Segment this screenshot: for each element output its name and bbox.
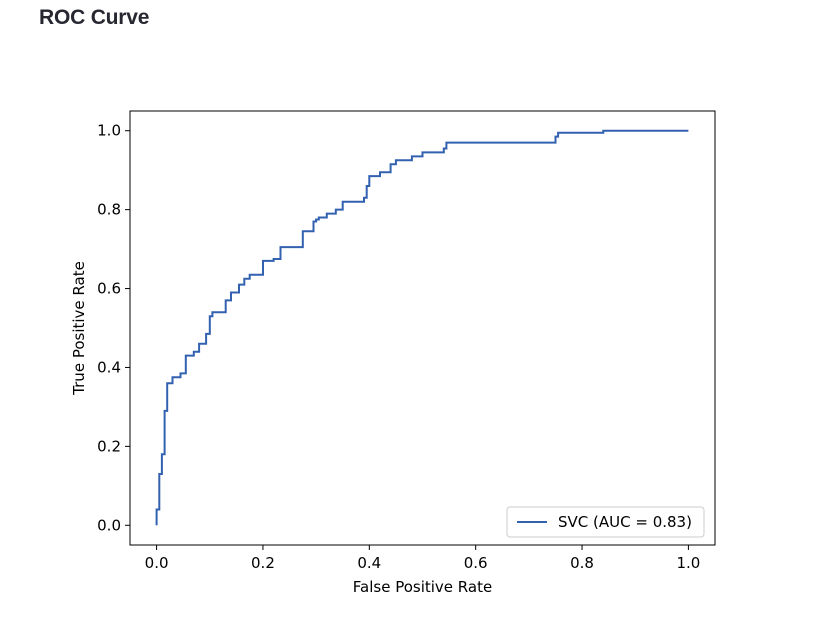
y-tick-label: 0.4 [97,358,121,376]
x-tick-label: 0.8 [570,554,594,572]
plot-frame [129,110,716,546]
y-tick-label: 0.0 [97,516,121,534]
x-tick-label: 0.6 [464,554,488,572]
x-tick-label: 0.4 [357,554,381,572]
legend-label: SVC (AUC = 0.83) [558,513,692,531]
y-tick-label: 0.2 [97,437,121,455]
y-tick-label: 1.0 [97,122,121,140]
x-tick-label: 1.0 [676,554,700,572]
chart-layer: 0.0 0.2 0.4 0.6 0.8 1.0 0.0 0.2 0.4 0.6 0.8 1.0 Fals… [70,110,716,596]
legend-box [506,506,705,538]
x-tick-label: 0.2 [251,554,275,572]
x-tick-label: 0.0 [145,554,169,572]
x-axis-label: False Positive Rate [353,578,492,596]
roc-series-line [155,129,689,526]
y-axis-label: True Positive Rate [70,261,88,396]
y-tick-label: 0.8 [97,201,121,219]
y-tick-label: 0.6 [97,280,121,298]
page-title: ROC Curve [39,6,150,29]
